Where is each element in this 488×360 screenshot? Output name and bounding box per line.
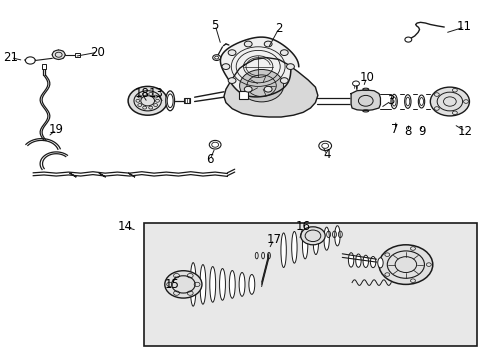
Text: 20: 20 — [90, 46, 105, 59]
Ellipse shape — [200, 265, 205, 304]
Circle shape — [264, 41, 271, 47]
Ellipse shape — [377, 258, 383, 268]
Ellipse shape — [291, 231, 296, 263]
Ellipse shape — [239, 273, 244, 296]
Circle shape — [244, 41, 252, 47]
Ellipse shape — [418, 95, 424, 108]
Polygon shape — [350, 90, 380, 111]
Circle shape — [378, 245, 432, 284]
Circle shape — [318, 141, 331, 150]
Circle shape — [280, 78, 287, 84]
Ellipse shape — [347, 253, 353, 267]
Text: 18: 18 — [134, 87, 149, 100]
Bar — [42, 64, 46, 69]
Ellipse shape — [248, 274, 254, 294]
Ellipse shape — [323, 227, 329, 250]
Ellipse shape — [404, 95, 410, 108]
Text: 19: 19 — [49, 123, 63, 136]
Ellipse shape — [334, 226, 339, 246]
Circle shape — [300, 227, 325, 245]
Ellipse shape — [370, 256, 375, 268]
Ellipse shape — [209, 266, 215, 302]
Text: 17: 17 — [266, 233, 281, 246]
Text: 15: 15 — [164, 278, 179, 291]
Circle shape — [228, 78, 236, 84]
Text: 16: 16 — [295, 220, 310, 233]
Bar — [144, 223, 476, 346]
Ellipse shape — [229, 271, 235, 298]
Ellipse shape — [355, 254, 360, 267]
Circle shape — [280, 50, 287, 55]
Circle shape — [239, 69, 283, 102]
Circle shape — [244, 86, 252, 92]
Ellipse shape — [190, 263, 196, 306]
Bar — [75, 53, 80, 57]
Text: 14: 14 — [117, 220, 132, 233]
Text: 7: 7 — [390, 123, 398, 136]
Text: 8: 8 — [404, 125, 411, 138]
Ellipse shape — [312, 229, 318, 255]
Ellipse shape — [390, 94, 396, 109]
Text: 5: 5 — [211, 19, 219, 32]
Text: 10: 10 — [359, 71, 373, 84]
Polygon shape — [220, 37, 298, 97]
Ellipse shape — [165, 91, 174, 111]
Ellipse shape — [302, 230, 307, 259]
Circle shape — [429, 87, 468, 116]
Circle shape — [212, 55, 220, 60]
Circle shape — [128, 86, 167, 115]
Text: 12: 12 — [457, 125, 472, 138]
Bar — [238, 91, 248, 99]
Polygon shape — [224, 58, 317, 117]
Circle shape — [264, 86, 271, 92]
Text: 2: 2 — [274, 22, 282, 35]
Circle shape — [404, 37, 411, 42]
Bar — [183, 98, 190, 103]
Circle shape — [25, 57, 35, 64]
Circle shape — [52, 50, 65, 59]
Text: 3: 3 — [386, 94, 394, 107]
Circle shape — [286, 64, 294, 69]
Circle shape — [209, 140, 221, 149]
Circle shape — [222, 64, 229, 69]
Ellipse shape — [219, 269, 225, 300]
Text: 11: 11 — [456, 21, 471, 33]
Text: 21: 21 — [3, 51, 18, 64]
Text: 6: 6 — [206, 153, 214, 166]
Circle shape — [352, 81, 359, 86]
Text: 13: 13 — [149, 87, 163, 100]
Text: 9: 9 — [417, 125, 425, 138]
Circle shape — [228, 50, 236, 55]
Ellipse shape — [280, 233, 286, 267]
Text: 4: 4 — [322, 148, 330, 161]
Ellipse shape — [362, 255, 368, 267]
Circle shape — [164, 271, 202, 298]
